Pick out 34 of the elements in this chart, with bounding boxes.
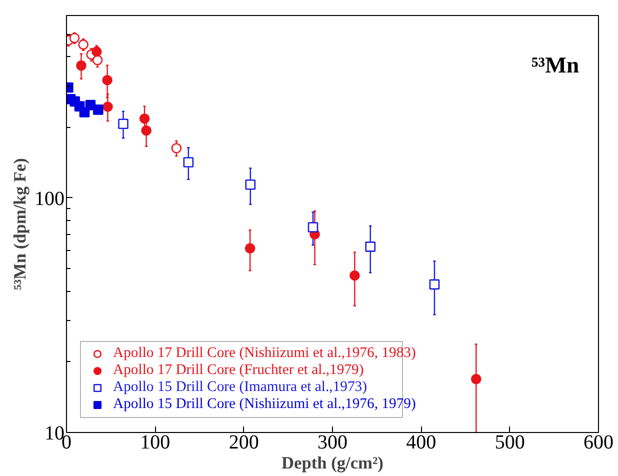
legend-label: Apollo 17 Drill Core (Fruchter et al.,1979): [113, 362, 364, 379]
point: [470, 374, 482, 384]
point: [350, 270, 360, 281]
x-tick-label: 100: [140, 432, 170, 454]
x-axis-title: Depth (g/cm²): [282, 454, 384, 472]
point: [171, 143, 182, 154]
x-tick-label: 600: [584, 432, 614, 454]
point: [365, 242, 376, 252]
point: [245, 179, 256, 190]
legend-label: Apollo 15 Drill Core (Nishiizumi et al.,1976, 1979): [113, 396, 416, 413]
point: [244, 243, 256, 254]
point: [118, 118, 128, 130]
point: [91, 46, 102, 57]
legend-label: Apollo 17 Drill Core (Nishiizumi et al.,1976, 1983): [113, 345, 416, 362]
point: [308, 222, 318, 232]
point: [102, 102, 113, 112]
point: [102, 75, 112, 86]
x-tick-label: 300: [318, 432, 348, 454]
point: [141, 125, 152, 136]
legend-label: Apollo 15 Drill Core (Imamura et al.,1973): [113, 379, 367, 396]
point: [79, 107, 90, 118]
annotation: ⁵³Mn: [532, 52, 580, 78]
point: [429, 279, 440, 290]
point: [69, 32, 80, 44]
point: [78, 39, 88, 50]
x-tick-label: 400: [406, 432, 436, 454]
point: [93, 104, 104, 115]
y-axis-title: ⁵³Mn (dpm/kg Fe): [10, 158, 30, 290]
point: [76, 60, 86, 71]
point: [183, 157, 194, 168]
x-tick-label: 200: [228, 432, 259, 454]
point: [92, 55, 103, 66]
point: [139, 113, 150, 124]
x-tick-label: 500: [494, 432, 525, 454]
